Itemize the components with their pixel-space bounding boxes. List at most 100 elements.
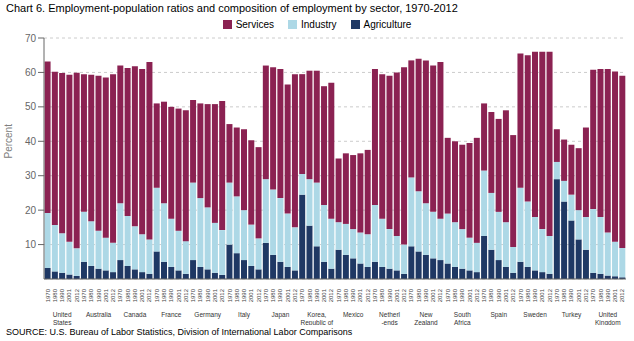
svg-text:2012: 2012	[219, 288, 225, 302]
svg-text:1990: 1990	[241, 288, 247, 302]
svg-text:France: France	[161, 311, 182, 318]
svg-text:1970: 1970	[263, 288, 269, 302]
svg-text:1970: 1970	[227, 288, 233, 302]
svg-text:1970: 1970	[117, 288, 123, 302]
svg-text:1990: 1990	[277, 288, 283, 302]
svg-text:70: 70	[25, 33, 37, 44]
svg-text:Korea,Republic of: Korea,Republic of	[301, 311, 334, 325]
svg-text:2012: 2012	[619, 288, 625, 302]
svg-text:Turkey: Turkey	[562, 311, 582, 319]
svg-text:2001: 2001	[139, 288, 145, 302]
svg-text:1990: 1990	[96, 288, 102, 302]
svg-text:SouthAfrica: SouthAfrica	[454, 311, 471, 325]
svg-text:20: 20	[25, 205, 37, 216]
svg-text:Germany: Germany	[194, 311, 221, 319]
svg-text:2001: 2001	[503, 288, 509, 302]
svg-text:1980: 1980	[379, 288, 385, 302]
svg-text:1970: 1970	[81, 288, 87, 302]
svg-text:UnitedKingdom: UnitedKingdom	[595, 311, 621, 325]
svg-text:Netherl-ends: Netherl-ends	[379, 311, 401, 325]
svg-text:50: 50	[25, 101, 37, 112]
svg-text:40: 40	[25, 136, 37, 147]
svg-text:1970: 1970	[554, 288, 560, 302]
svg-text:1980: 1980	[525, 288, 531, 302]
svg-text:2001: 2001	[539, 288, 545, 302]
svg-text:1990: 1990	[605, 288, 611, 302]
svg-text:Italy: Italy	[238, 311, 251, 319]
svg-text:Australia: Australia	[86, 311, 112, 318]
svg-text:1980: 1980	[343, 288, 349, 302]
svg-text:2012: 2012	[437, 288, 443, 302]
svg-text:1990: 1990	[459, 288, 465, 302]
svg-text:2012: 2012	[183, 288, 189, 302]
svg-text:2001: 2001	[285, 288, 291, 302]
svg-text:2012: 2012	[474, 288, 480, 302]
svg-text:2001: 2001	[394, 288, 400, 302]
svg-text:Sweden: Sweden	[523, 311, 547, 318]
svg-text:1990: 1990	[387, 288, 393, 302]
svg-text:NewZealand: NewZealand	[414, 311, 438, 325]
svg-text:1980: 1980	[488, 288, 494, 302]
svg-text:2012: 2012	[110, 288, 116, 302]
svg-text:1980: 1980	[197, 288, 203, 302]
svg-text:2001: 2001	[467, 288, 473, 302]
svg-text:1970: 1970	[372, 288, 378, 302]
svg-text:1970: 1970	[190, 288, 196, 302]
svg-text:1980: 1980	[270, 288, 276, 302]
svg-text:1970: 1970	[518, 288, 524, 302]
svg-text:1980: 1980	[561, 288, 567, 302]
svg-text:60: 60	[25, 67, 37, 78]
svg-text:2012: 2012	[292, 288, 298, 302]
svg-text:1970: 1970	[590, 288, 596, 302]
svg-text:1980: 1980	[307, 288, 313, 302]
svg-text:1990: 1990	[532, 288, 538, 302]
svg-text:10: 10	[25, 239, 37, 250]
svg-text:Canada: Canada	[124, 311, 147, 318]
svg-text:1980: 1980	[88, 288, 94, 302]
svg-text:1990: 1990	[168, 288, 174, 302]
svg-text:2001: 2001	[357, 288, 363, 302]
svg-text:1990: 1990	[568, 288, 574, 302]
svg-text:1980: 1980	[416, 288, 422, 302]
svg-text:1990: 1990	[205, 288, 211, 302]
svg-text:1980: 1980	[452, 288, 458, 302]
svg-text:Percent: Percent	[8, 124, 14, 159]
svg-text:2012: 2012	[510, 288, 516, 302]
svg-text:1970: 1970	[336, 288, 342, 302]
svg-text:2001: 2001	[66, 288, 72, 302]
svg-text:1970: 1970	[481, 288, 487, 302]
svg-text:2001: 2001	[576, 288, 582, 302]
svg-text:2001: 2001	[212, 288, 218, 302]
svg-text:2012: 2012	[583, 288, 589, 302]
svg-text:2001: 2001	[248, 288, 254, 302]
svg-text:1990: 1990	[59, 288, 65, 302]
svg-text:Spain: Spain	[490, 311, 507, 319]
svg-text:2012: 2012	[547, 288, 553, 302]
svg-text:1980: 1980	[234, 288, 240, 302]
svg-text:2012: 2012	[401, 288, 407, 302]
svg-text:2012: 2012	[146, 288, 152, 302]
svg-text:Mexico: Mexico	[343, 311, 364, 318]
svg-text:UnitedStates: UnitedStates	[53, 311, 72, 325]
svg-text:2012: 2012	[256, 288, 262, 302]
svg-text:2001: 2001	[103, 288, 109, 302]
svg-text:1970: 1970	[299, 288, 305, 302]
svg-text:2001: 2001	[176, 288, 182, 302]
svg-text:1970: 1970	[408, 288, 414, 302]
svg-text:2001: 2001	[612, 288, 618, 302]
svg-text:1990: 1990	[423, 288, 429, 302]
svg-text:1970: 1970	[445, 288, 451, 302]
svg-text:1980: 1980	[52, 288, 58, 302]
svg-text:2001: 2001	[430, 288, 436, 302]
svg-text:2012: 2012	[365, 288, 371, 302]
svg-text:1980: 1980	[161, 288, 167, 302]
svg-text:1970: 1970	[45, 288, 51, 302]
svg-text:1990: 1990	[314, 288, 320, 302]
svg-text:2012: 2012	[328, 288, 334, 302]
svg-text:Japan: Japan	[272, 311, 290, 319]
svg-text:2001: 2001	[321, 288, 327, 302]
svg-text:2012: 2012	[74, 288, 80, 302]
svg-text:1980: 1980	[598, 288, 604, 302]
svg-text:1980: 1980	[125, 288, 131, 302]
svg-text:1970: 1970	[154, 288, 160, 302]
